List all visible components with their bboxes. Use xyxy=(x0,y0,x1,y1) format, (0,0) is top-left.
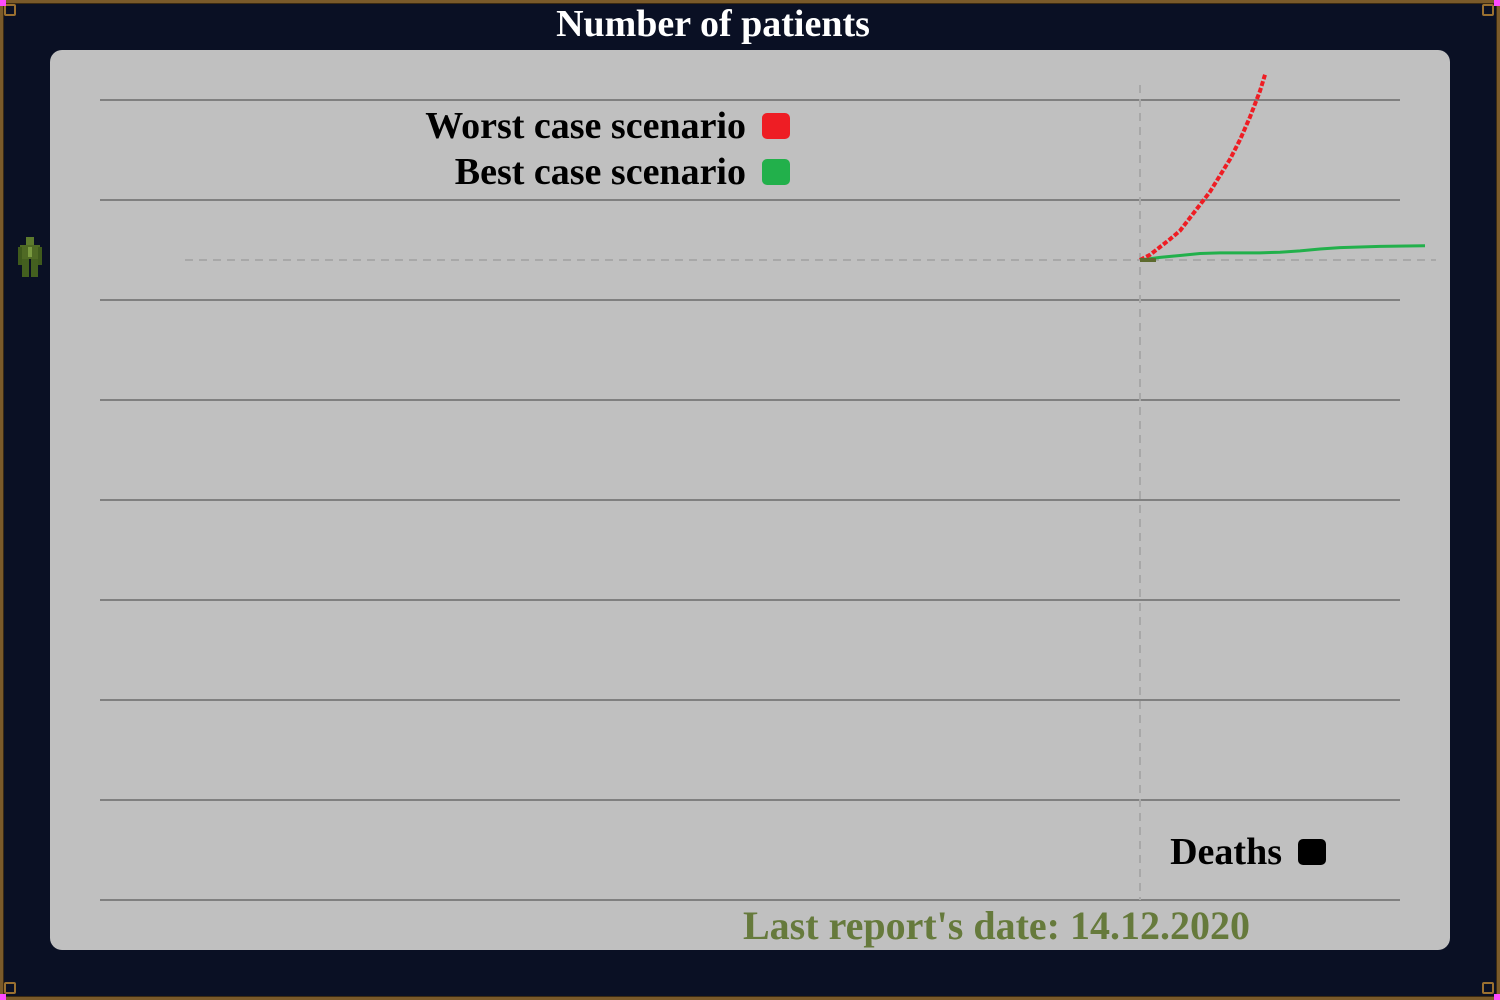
gridlines xyxy=(100,99,1400,901)
window-title: Number of patients xyxy=(556,3,870,45)
patient-figure-icon xyxy=(16,237,44,279)
series-line-worst xyxy=(1139,74,1267,262)
legend-entry-deaths: Deaths xyxy=(1100,830,1326,874)
frame-corner-ornament xyxy=(0,0,22,22)
frame-corner-ornament xyxy=(0,978,22,1000)
legend-label-best: Best case scenario xyxy=(454,151,746,193)
legend-entry-worst: Worst case scenario xyxy=(300,104,790,148)
legend-entry-best: Best case scenario xyxy=(300,150,790,194)
legend-label-deaths: Deaths xyxy=(1170,831,1282,873)
legend-swatch-best xyxy=(762,159,790,185)
legend-label-worst: Worst case scenario xyxy=(425,105,746,147)
series-line-best xyxy=(1139,244,1426,262)
frame-corner-ornament xyxy=(1478,0,1500,22)
series-origin-marker xyxy=(1140,258,1156,262)
last-report-date: Last report's date: 14.12.2020 xyxy=(743,903,1250,948)
legend-swatch-worst xyxy=(762,113,790,139)
legend-swatch-deaths xyxy=(1298,839,1326,865)
frame-corner-ornament xyxy=(1478,978,1500,1000)
